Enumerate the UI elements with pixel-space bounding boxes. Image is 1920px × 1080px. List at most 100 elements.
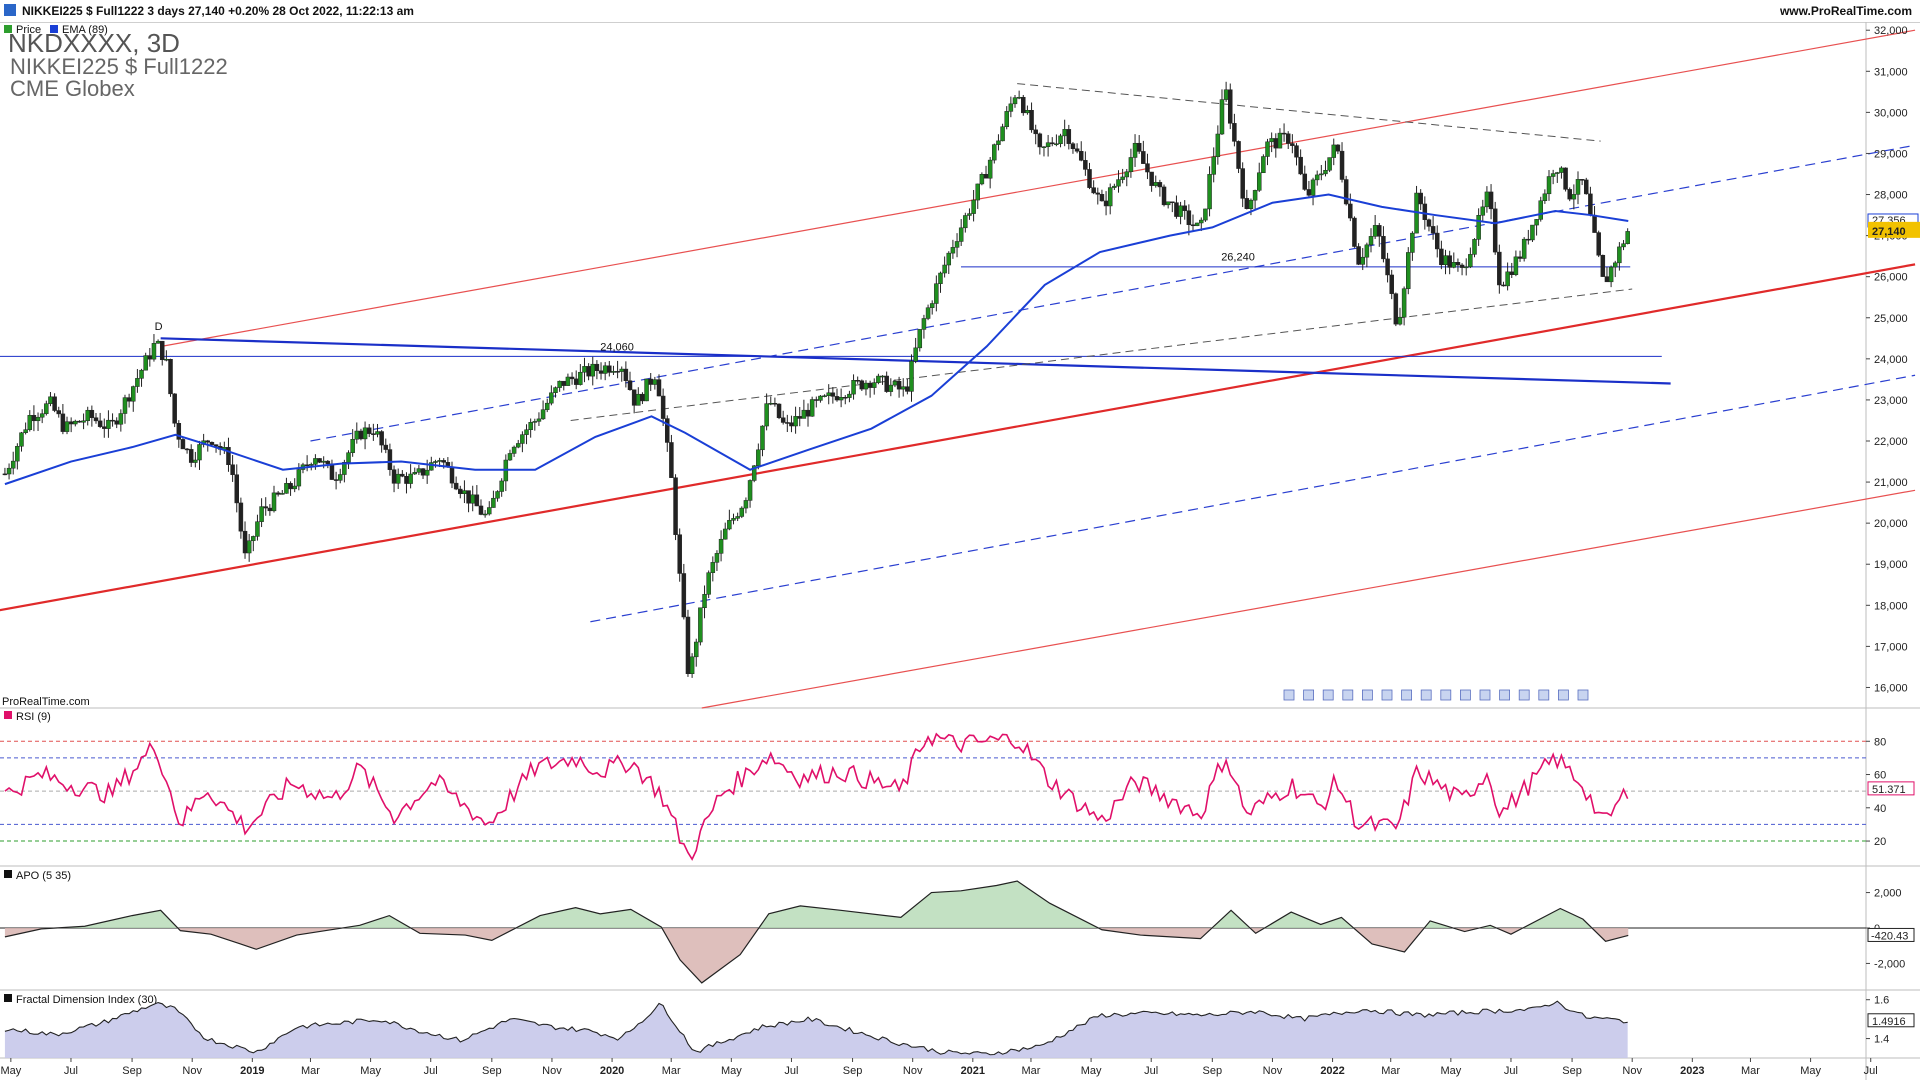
candle-body bbox=[1211, 156, 1216, 175]
candle bbox=[979, 172, 985, 186]
candle bbox=[528, 418, 533, 438]
candle bbox=[1045, 134, 1051, 157]
candle bbox=[553, 386, 558, 398]
candle-body bbox=[437, 460, 442, 462]
candle bbox=[607, 360, 612, 377]
candle bbox=[1559, 166, 1564, 179]
candle bbox=[1012, 95, 1018, 108]
candle-body bbox=[524, 429, 529, 435]
candle bbox=[408, 464, 413, 489]
candle bbox=[168, 358, 173, 397]
candle bbox=[958, 219, 964, 246]
candle-body bbox=[1339, 150, 1345, 180]
candle bbox=[159, 340, 165, 366]
candle bbox=[727, 509, 732, 531]
candle-body bbox=[1277, 132, 1283, 149]
candle bbox=[1546, 170, 1552, 201]
candle-body bbox=[1393, 293, 1399, 325]
candle-body bbox=[867, 382, 873, 388]
candle-body bbox=[1008, 103, 1014, 112]
apo-tick-label: -2,000 bbox=[1874, 958, 1905, 970]
candle-body bbox=[1439, 248, 1444, 265]
candle-body bbox=[578, 371, 583, 385]
candle-body bbox=[1335, 144, 1341, 152]
candle bbox=[1434, 225, 1440, 258]
candle-body bbox=[39, 413, 45, 418]
candle-body bbox=[921, 318, 927, 330]
candle-body bbox=[830, 392, 836, 397]
candle bbox=[52, 393, 57, 413]
candle-body bbox=[743, 500, 749, 509]
candle bbox=[660, 388, 666, 426]
candle bbox=[1443, 249, 1448, 275]
candle bbox=[275, 491, 281, 497]
candle bbox=[1037, 132, 1043, 155]
candle-body bbox=[627, 380, 633, 391]
candle-body bbox=[838, 397, 844, 401]
candle bbox=[590, 356, 596, 386]
candle bbox=[1335, 144, 1341, 155]
rsi-tick-label: 20 bbox=[1874, 836, 1886, 848]
candle bbox=[785, 414, 790, 432]
candle bbox=[1078, 141, 1084, 162]
candle bbox=[383, 438, 389, 454]
candle bbox=[1550, 169, 1556, 185]
candle bbox=[1099, 189, 1105, 202]
candle bbox=[85, 406, 90, 426]
candle-body bbox=[913, 347, 918, 362]
candle-body bbox=[900, 386, 906, 390]
candle bbox=[478, 499, 484, 516]
candle bbox=[1426, 218, 1432, 232]
candle bbox=[1476, 208, 1481, 246]
candle-body bbox=[1004, 111, 1009, 128]
event-icon bbox=[1401, 689, 1412, 701]
title-bar: NIKKEI225 $ Full1222 3 days 27,140 +0.20… bbox=[0, 0, 1920, 23]
candle bbox=[143, 352, 148, 371]
rsi-line bbox=[4, 732, 1629, 861]
candle bbox=[371, 423, 376, 441]
candle bbox=[917, 329, 923, 352]
candle-body bbox=[346, 452, 351, 463]
candle-body bbox=[975, 183, 980, 201]
annotation-label: D bbox=[155, 321, 163, 333]
candle-body bbox=[1186, 210, 1192, 225]
candle bbox=[1232, 113, 1237, 147]
time-tick-label: May bbox=[721, 1065, 742, 1077]
candle-body bbox=[1468, 254, 1473, 268]
candle bbox=[180, 437, 186, 450]
candle-body bbox=[714, 553, 720, 563]
candle bbox=[226, 437, 231, 472]
candle bbox=[429, 456, 434, 471]
candle-body bbox=[122, 397, 128, 414]
price-tick-label: 22,000 bbox=[1874, 436, 1908, 448]
candle-body bbox=[1571, 194, 1577, 200]
candle-body bbox=[1385, 258, 1390, 276]
candle bbox=[1219, 89, 1225, 135]
candle-body bbox=[176, 423, 182, 440]
apo-value-label: -420.43 bbox=[1871, 930, 1908, 942]
candle bbox=[520, 431, 525, 453]
candle-body bbox=[1103, 200, 1109, 207]
candle bbox=[1596, 230, 1601, 258]
candle-body bbox=[731, 518, 736, 521]
candle-body bbox=[793, 416, 798, 427]
candle bbox=[487, 501, 492, 516]
candle-body bbox=[876, 375, 881, 383]
price-tick-label: 20,000 bbox=[1874, 518, 1908, 530]
candle bbox=[462, 480, 467, 504]
candle bbox=[652, 376, 658, 390]
candle bbox=[867, 380, 873, 398]
site-link[interactable]: www.ProRealTime.com bbox=[1779, 4, 1912, 18]
candle-body bbox=[515, 443, 521, 448]
candle-body bbox=[412, 472, 418, 475]
candle bbox=[1542, 189, 1548, 204]
candle bbox=[375, 423, 380, 438]
candle bbox=[1157, 179, 1163, 197]
price-tick-label: 17,000 bbox=[1874, 641, 1908, 653]
candle bbox=[333, 471, 339, 490]
candle-body bbox=[1368, 236, 1374, 246]
candle bbox=[743, 497, 749, 514]
candle-body bbox=[710, 562, 716, 573]
candle bbox=[1414, 185, 1419, 234]
